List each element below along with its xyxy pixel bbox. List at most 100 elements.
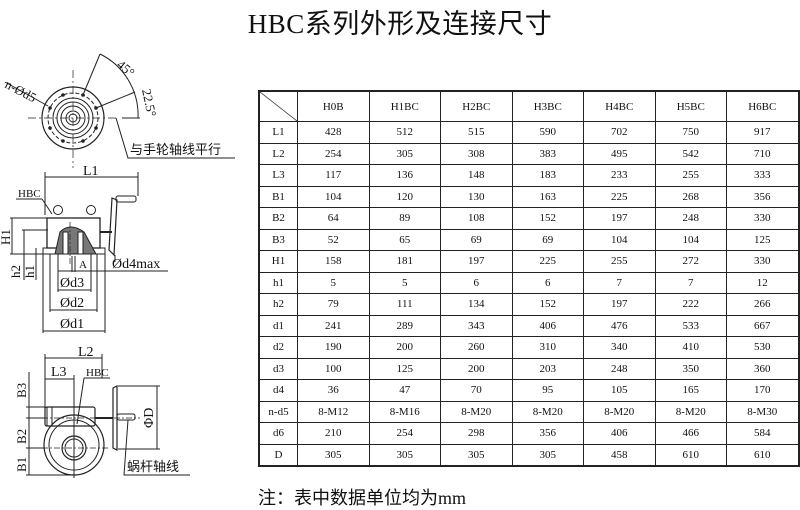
- table-cell: 458: [583, 443, 656, 467]
- row-label: n-d5: [258, 400, 298, 423]
- table-cell: 533: [654, 314, 727, 337]
- table-cell: 64: [297, 207, 370, 230]
- table-row: D 305 305 305 305 458 610 610: [258, 443, 799, 467]
- table-cell: 125: [368, 357, 441, 380]
- table-cell: 190: [297, 336, 370, 359]
- table-cell: 255: [583, 250, 656, 273]
- row-label: d6: [258, 422, 298, 445]
- column-header: H0B: [297, 90, 370, 122]
- column-header: H5BC: [654, 90, 727, 122]
- table-cell: 105: [583, 379, 656, 402]
- dim-B2: B2: [14, 429, 29, 444]
- table-cell: 340: [583, 336, 656, 359]
- row-label: d3: [258, 357, 298, 380]
- table-cell: 36: [297, 379, 370, 402]
- row-label: h2: [258, 293, 298, 316]
- table-cell: 260: [440, 336, 513, 359]
- table-cell: 152: [511, 293, 584, 316]
- table-cell: 8-M30: [726, 400, 799, 423]
- row-label: B2: [258, 207, 298, 230]
- table-row: d2 190 200 260 310 340 410 530: [258, 336, 799, 359]
- table-cell: 305: [511, 443, 584, 467]
- table-cell: 108: [440, 207, 513, 230]
- table-cell: 590: [511, 121, 584, 144]
- table-cell: 8-M20: [583, 400, 656, 423]
- table-cell: 8-M12: [297, 400, 370, 423]
- row-label: L2: [258, 142, 298, 165]
- row-label: d1: [258, 314, 298, 337]
- table-cell: 8-M20: [654, 400, 727, 423]
- table-cell: 383: [511, 142, 584, 165]
- row-label: d4: [258, 379, 298, 402]
- table-cell: 152: [511, 207, 584, 230]
- column-header: H1BC: [368, 90, 441, 122]
- table-row: d1 241 289 343 406 476 533 667: [258, 314, 799, 337]
- table-cell: 343: [440, 314, 513, 337]
- table-cell: 356: [726, 185, 799, 208]
- table-cell: 104: [654, 228, 727, 251]
- row-label: B1: [258, 185, 298, 208]
- table-cell: 233: [583, 164, 656, 187]
- table-cell: 79: [297, 293, 370, 316]
- dim-d3: Ød3: [60, 276, 84, 291]
- table-cell: 702: [583, 121, 656, 144]
- dim-h2: h2: [8, 265, 23, 278]
- dim-h1: h1: [22, 265, 37, 278]
- table-row: L1 428 512 515 590 702 750 917: [258, 121, 799, 144]
- table-cell: 70: [440, 379, 513, 402]
- row-label: H1: [258, 250, 298, 273]
- table-cell: 330: [726, 207, 799, 230]
- table-cell: 410: [654, 336, 727, 359]
- table-cell: 530: [726, 336, 799, 359]
- table-cell: 305: [368, 142, 441, 165]
- table-cell: 47: [368, 379, 441, 402]
- table-cell: 170: [726, 379, 799, 402]
- dim-d2: Ød2: [60, 296, 84, 311]
- table-cell: 308: [440, 142, 513, 165]
- table-cell: 5: [368, 271, 441, 294]
- table-cell: 266: [726, 293, 799, 316]
- table-cell: 305: [368, 443, 441, 467]
- table-cell: 8-M16: [368, 400, 441, 423]
- top-view-drawing: n-Ød5 45° 22.5° 与手轮轴线平行: [3, 53, 235, 168]
- table-cell: 203: [511, 357, 584, 380]
- table-cell: 406: [583, 422, 656, 445]
- dim-d4max: Ød4max: [112, 257, 160, 272]
- table-cell: 406: [511, 314, 584, 337]
- row-label: d2: [258, 336, 298, 359]
- table-row: h2 79 111 134 152 197 222 266: [258, 293, 799, 316]
- table-row: d4 36 47 70 95 105 165 170: [258, 379, 799, 402]
- column-header: H4BC: [583, 90, 656, 122]
- table-cell: 268: [654, 185, 727, 208]
- front-view-drawing: L1 HBC H1 h2 h1 A Ød4max Ød3 Ød2 Ød1: [0, 164, 168, 333]
- table-cell: 667: [726, 314, 799, 337]
- dim-B3: B3: [14, 383, 29, 398]
- table-row: L2 254 305 308 383 495 542 710: [258, 142, 799, 165]
- side-view-drawing: L2 L3 HBC ΦD 蜗杆轴线 B3 B2 B1: [14, 345, 190, 478]
- table-cell: 310: [511, 336, 584, 359]
- table-cell: 512: [368, 121, 441, 144]
- table-cell: 305: [440, 443, 513, 467]
- dimension-drawings: n-Ød5 45° 22.5° 与手轮轴线平行 L1 HBC H1 h2 h1 …: [0, 53, 235, 478]
- table-cell: 360: [726, 357, 799, 380]
- column-header: H6BC: [726, 90, 799, 122]
- table-cell: 610: [726, 443, 799, 467]
- table-cell: 495: [583, 142, 656, 165]
- parallel-note: 与手轮轴线平行: [130, 142, 221, 157]
- corner-cell: [258, 90, 298, 122]
- table-cell: 6: [511, 271, 584, 294]
- column-header: H2BC: [440, 90, 513, 122]
- dim-H1: H1: [0, 229, 13, 245]
- page-title: HBC系列外形及连接尺寸: [247, 9, 553, 39]
- table-cell: 69: [511, 228, 584, 251]
- table-cell: 222: [654, 293, 727, 316]
- table-row: B3 52 65 69 69 104 104 125: [258, 228, 799, 251]
- table-cell: 248: [654, 207, 727, 230]
- dim-d1: Ød1: [60, 317, 84, 332]
- table-cell: 197: [583, 293, 656, 316]
- table-cell: 100: [297, 357, 370, 380]
- table-cell: 333: [726, 164, 799, 187]
- table-cell: 710: [726, 142, 799, 165]
- table-cell: 158: [297, 250, 370, 273]
- table-cell: 104: [297, 185, 370, 208]
